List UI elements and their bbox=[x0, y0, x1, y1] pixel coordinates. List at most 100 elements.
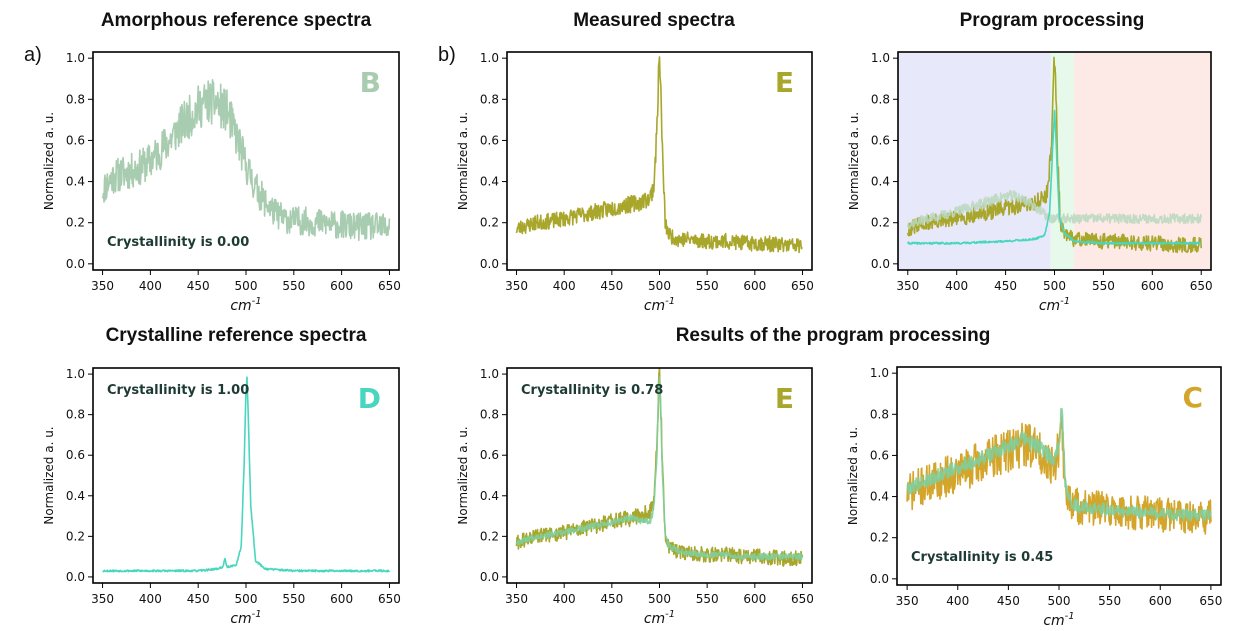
plot-frame bbox=[506, 51, 813, 271]
section-title-program: Program processing bbox=[959, 10, 1145, 31]
x-tick-label: 650 bbox=[1199, 594, 1222, 608]
section-title-amorphous: Amorphous reference spectra bbox=[100, 10, 372, 31]
sample-letter: E bbox=[775, 382, 794, 415]
y-tick-label: 0.4 bbox=[66, 175, 85, 189]
region-band-0 bbox=[898, 52, 1051, 270]
x-tick-label: 350 bbox=[91, 592, 114, 606]
y-tick-label: 0.0 bbox=[66, 257, 85, 271]
x-tick-label: 400 bbox=[946, 594, 969, 608]
x-tick-label: 500 bbox=[648, 279, 671, 293]
chart-measured-E: 350 400 450 500 550 600 650 0.0 0.2 0.4 0.6 0.8 1.0 c… bbox=[456, 51, 814, 314]
y-tick-label: 0.8 bbox=[66, 408, 85, 422]
x-axis-label-exponent: -1 bbox=[1065, 611, 1075, 622]
y-tick-label: 0.0 bbox=[66, 570, 85, 584]
x-tick-label: 650 bbox=[378, 279, 401, 293]
x-axis-label: cm-1 bbox=[1043, 611, 1074, 629]
y-tick-label: 0.0 bbox=[871, 257, 890, 271]
x-tick-label: 550 bbox=[696, 279, 719, 293]
series-line-1 bbox=[515, 376, 804, 561]
chart-crystalline-ref: 350 400 450 500 550 600 650 0.0 0.2 0.4 0.6 0.8 1.0 c… bbox=[42, 367, 401, 627]
series-line-1 bbox=[907, 190, 1202, 230]
x-tick-label: 600 bbox=[743, 592, 766, 606]
section-title-results: Results of the program processing bbox=[675, 325, 991, 346]
x-tick-label: 500 bbox=[1043, 279, 1066, 293]
x-tick-label: 600 bbox=[743, 279, 766, 293]
sample-letter: D bbox=[358, 382, 381, 415]
y-tick-label: 1.0 bbox=[66, 367, 85, 381]
chart-program-processing: 350 400 450 500 550 600 650 0.0 0.2 0.4 0.6 0.8 1.0 c… bbox=[847, 51, 1213, 314]
y-axis-label: Normalized a. u. bbox=[42, 112, 56, 210]
x-tick-label: 450 bbox=[600, 279, 623, 293]
x-tick-label: 350 bbox=[896, 279, 919, 293]
y-axis-label: Normalized a. u. bbox=[456, 112, 470, 210]
crystallinity-annotation: Crystallinity is 1.00 bbox=[107, 383, 249, 398]
y-tick-label: 0.2 bbox=[871, 216, 890, 230]
x-axis-label-exponent: -1 bbox=[252, 296, 262, 307]
series-line-0 bbox=[102, 376, 391, 573]
x-tick-label: 400 bbox=[553, 279, 576, 293]
x-axis-label: cm-1 bbox=[1039, 296, 1070, 314]
x-axis-label-exponent: -1 bbox=[252, 609, 262, 620]
y-tick-label: 0.8 bbox=[480, 92, 499, 106]
crystallinity-annotation: Crystallinity is 0.00 bbox=[107, 235, 249, 250]
chart-amorphous-ref: 350 400 450 500 550 600 650 0.0 0.2 0.4 0.6 0.8 1.0 c… bbox=[42, 51, 401, 314]
panel-tag-a: a) bbox=[24, 44, 42, 66]
x-tick-label: 600 bbox=[330, 592, 353, 606]
y-tick-label: 0.0 bbox=[480, 257, 499, 271]
series-line-0 bbox=[907, 56, 1202, 254]
panel-tag-b: b) bbox=[438, 44, 456, 66]
y-tick-label: 0.8 bbox=[870, 407, 889, 421]
x-axis-label: cm-1 bbox=[230, 296, 261, 314]
x-tick-label: 600 bbox=[1141, 279, 1164, 293]
y-tick-label: 0.6 bbox=[66, 133, 85, 147]
x-tick-label: 500 bbox=[648, 592, 671, 606]
y-axis-label: Normalized a. u. bbox=[846, 427, 860, 525]
y-tick-label: 0.4 bbox=[870, 490, 889, 504]
y-tick-label: 1.0 bbox=[480, 51, 499, 65]
x-axis-label-exponent: -1 bbox=[1060, 296, 1070, 307]
section-title-measured: Measured spectra bbox=[573, 10, 735, 31]
x-tick-label: 350 bbox=[896, 594, 919, 608]
x-tick-label: 550 bbox=[1092, 279, 1115, 293]
chart-result-E: 350 400 450 500 550 600 650 0.0 0.2 0.4 0.6 0.8 1.0 c… bbox=[456, 367, 814, 627]
x-tick-label: 550 bbox=[696, 592, 719, 606]
x-tick-label: 500 bbox=[235, 592, 258, 606]
crystallinity-annotation: Crystallinity is 0.78 bbox=[521, 383, 663, 398]
series-line-0 bbox=[101, 79, 391, 242]
x-tick-label: 450 bbox=[600, 592, 623, 606]
chart-result-C: 350 400 450 500 550 600 650 0.0 0.2 0.4 0.6 0.8 1.0 c… bbox=[846, 366, 1222, 629]
x-tick-label: 650 bbox=[1190, 279, 1213, 293]
y-tick-label: 0.2 bbox=[66, 529, 85, 543]
y-tick-label: 0.6 bbox=[480, 448, 499, 462]
crystallinity-annotation: Crystallinity is 0.45 bbox=[911, 550, 1053, 565]
y-tick-label: 1.0 bbox=[66, 51, 85, 65]
y-tick-label: 0.6 bbox=[66, 448, 85, 462]
y-tick-label: 1.0 bbox=[871, 51, 890, 65]
x-tick-label: 450 bbox=[997, 594, 1020, 608]
y-tick-label: 0.8 bbox=[480, 408, 499, 422]
series-line-0 bbox=[906, 415, 1212, 535]
y-axis-label: Normalized a. u. bbox=[847, 112, 861, 210]
x-tick-label: 650 bbox=[791, 279, 814, 293]
y-axis-label: Normalized a. u. bbox=[42, 426, 56, 524]
y-tick-label: 0.2 bbox=[870, 531, 889, 545]
y-tick-label: 0.8 bbox=[66, 92, 85, 106]
x-tick-label: 600 bbox=[1149, 594, 1172, 608]
x-tick-label: 400 bbox=[139, 592, 162, 606]
y-tick-label: 0.0 bbox=[870, 572, 889, 586]
series-line-0 bbox=[515, 56, 803, 254]
x-tick-label: 650 bbox=[791, 592, 814, 606]
x-tick-label: 400 bbox=[553, 592, 576, 606]
x-tick-label: 600 bbox=[330, 279, 353, 293]
y-tick-label: 0.8 bbox=[871, 92, 890, 106]
x-axis-label-exponent: -1 bbox=[665, 609, 675, 620]
sample-letter: E bbox=[775, 66, 794, 99]
y-tick-label: 0.4 bbox=[480, 489, 499, 503]
y-tick-label: 0.6 bbox=[480, 133, 499, 147]
x-tick-label: 400 bbox=[945, 279, 968, 293]
section-title-crystalline: Crystalline reference spectra bbox=[105, 325, 367, 346]
x-tick-label: 550 bbox=[1098, 594, 1121, 608]
y-tick-label: 0.0 bbox=[480, 570, 499, 584]
y-tick-label: 0.6 bbox=[870, 448, 889, 462]
